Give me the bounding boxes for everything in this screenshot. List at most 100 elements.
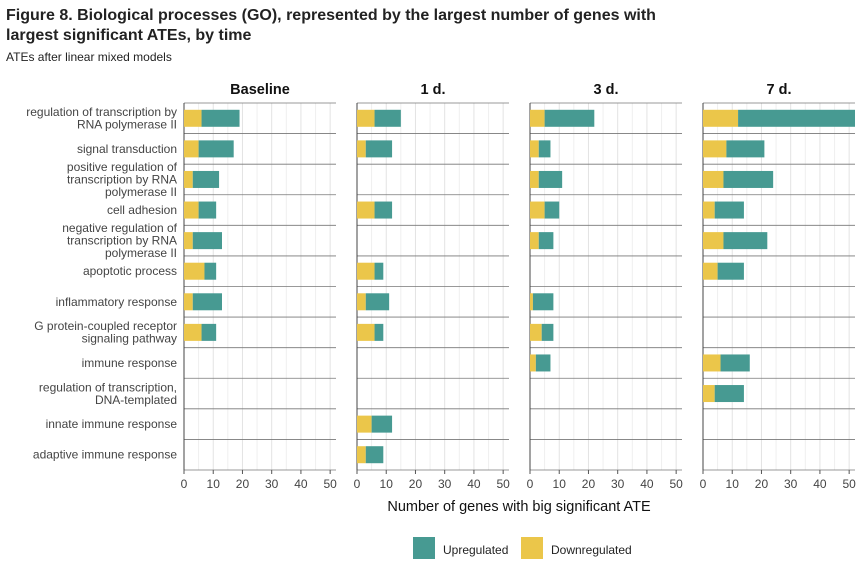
x-tick-label: 10: [553, 477, 567, 491]
bar-upregulated: [723, 232, 768, 250]
bar-downregulated: [357, 201, 375, 219]
bar-downregulated: [184, 293, 193, 311]
bar-downregulated: [184, 232, 193, 250]
bar-upregulated: [365, 140, 393, 158]
bar-downregulated: [703, 170, 724, 188]
bar-upregulated: [541, 323, 554, 341]
legend-label: Upregulated: [443, 543, 508, 557]
x-axis-title: Number of genes with big significant ATE: [387, 499, 651, 515]
bar-upregulated: [371, 415, 393, 433]
figure-subtitle: ATEs after linear mixed models: [6, 50, 172, 64]
x-tick-label: 30: [784, 477, 798, 491]
x-tick-label: 40: [467, 477, 481, 491]
bar-downregulated: [703, 385, 715, 403]
bar-upregulated: [374, 201, 393, 219]
x-tick-label: 50: [669, 477, 683, 491]
category-label: regulation of transcription, DNA-template…: [39, 380, 177, 407]
x-tick-label: 30: [438, 477, 452, 491]
bar-downregulated: [184, 140, 199, 158]
x-tick-label: 50: [842, 477, 856, 491]
bar-upregulated: [726, 140, 765, 158]
bar-downregulated: [530, 354, 536, 372]
bar-upregulated: [544, 109, 595, 127]
facet-title-3: 7 d.: [767, 82, 792, 98]
bar-upregulated: [738, 109, 855, 127]
bar-upregulated: [192, 170, 220, 188]
bar-downregulated: [357, 262, 375, 280]
x-tick-label: 40: [640, 477, 654, 491]
bar-upregulated: [532, 293, 554, 311]
bar-downregulated: [357, 140, 366, 158]
bar-upregulated: [201, 109, 240, 127]
bar-downregulated: [530, 232, 539, 250]
x-tick-label: 0: [527, 477, 534, 491]
x-tick-label: 50: [496, 477, 510, 491]
bar-upregulated: [198, 140, 234, 158]
bar-downregulated: [184, 201, 199, 219]
bar-upregulated: [201, 323, 217, 341]
category-label: adaptive immune response: [33, 448, 177, 462]
bar-upregulated: [544, 201, 560, 219]
bar-downregulated: [184, 170, 193, 188]
bar-downregulated: [703, 140, 727, 158]
category-label: cell adhesion: [107, 203, 177, 217]
x-tick-label: 0: [354, 477, 361, 491]
x-tick-label: 40: [813, 477, 827, 491]
bar-downregulated: [357, 415, 372, 433]
bar-upregulated: [538, 140, 551, 158]
bar-downregulated: [530, 293, 533, 311]
bar-upregulated: [714, 385, 744, 403]
x-tick-label: 0: [700, 477, 707, 491]
x-tick-label: 20: [236, 477, 250, 491]
category-label: positive regulation of transcription by R…: [67, 160, 178, 199]
bar-upregulated: [365, 446, 384, 464]
legend-label: Downregulated: [551, 543, 632, 557]
bar-upregulated: [192, 293, 222, 311]
bar-downregulated: [530, 170, 539, 188]
legend-swatch: [521, 537, 543, 559]
bar-downregulated: [184, 262, 205, 280]
category-label: negative regulation of transcription by R…: [62, 221, 177, 260]
bar-upregulated: [365, 293, 390, 311]
x-tick-label: 30: [611, 477, 625, 491]
bar-downregulated: [184, 323, 202, 341]
bar-downregulated: [530, 140, 539, 158]
facet-title-0: Baseline: [230, 82, 290, 98]
x-tick-label: 10: [726, 477, 740, 491]
category-label: inflammatory response: [56, 295, 178, 309]
bar-upregulated: [538, 170, 563, 188]
bar-downregulated: [530, 201, 545, 219]
bar-downregulated: [703, 232, 724, 250]
category-label: immune response: [82, 356, 178, 370]
facet-title-1: 1 d.: [421, 82, 446, 98]
bar-upregulated: [714, 201, 744, 219]
bar-upregulated: [192, 232, 222, 250]
category-label: G protein-coupled receptor signaling path…: [34, 319, 177, 346]
bar-downregulated: [357, 109, 375, 127]
bar-downregulated: [703, 201, 715, 219]
category-label: innate immune response: [46, 417, 178, 431]
category-label: signal transduction: [77, 142, 177, 156]
x-tick-label: 30: [265, 477, 279, 491]
bar-downregulated: [530, 109, 545, 127]
x-tick-label: 10: [207, 477, 221, 491]
bar-upregulated: [720, 354, 750, 372]
x-tick-label: 20: [409, 477, 423, 491]
bar-downregulated: [703, 262, 718, 280]
figure-title: Figure 8. Biological processes (GO), rep…: [6, 7, 656, 44]
bar-downregulated: [357, 446, 366, 464]
bar-upregulated: [717, 262, 744, 280]
x-tick-label: 40: [294, 477, 308, 491]
bar-upregulated: [374, 109, 401, 127]
x-tick-label: 10: [380, 477, 394, 491]
bar-upregulated: [535, 354, 551, 372]
bar-upregulated: [723, 170, 774, 188]
facet-title-2: 3 d.: [594, 82, 619, 98]
bar-downregulated: [357, 293, 366, 311]
x-tick-label: 20: [755, 477, 769, 491]
bar-downregulated: [703, 109, 739, 127]
x-tick-label: 0: [181, 477, 188, 491]
legend-swatch: [413, 537, 435, 559]
bar-upregulated: [374, 262, 384, 280]
